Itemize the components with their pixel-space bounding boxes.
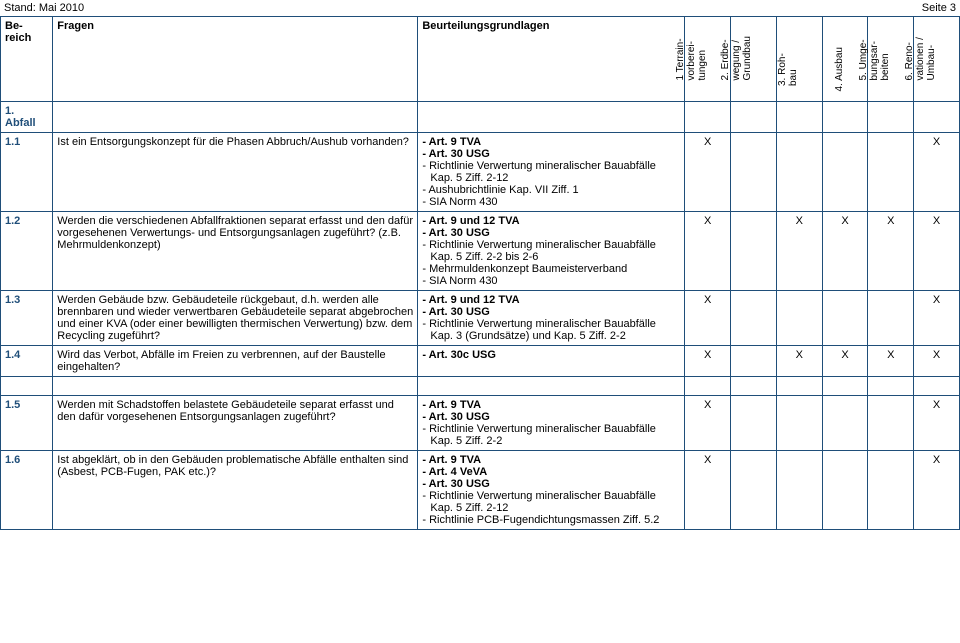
phase-mark: X: [914, 396, 960, 451]
row-frage: Wird das Verbot, Abfälle im Freien zu ve…: [53, 346, 418, 377]
phase-mark: X: [685, 346, 731, 377]
row-basis: - Art. 9 TVA- Art. 30 USG- Richtlinie Ve…: [418, 396, 685, 451]
phase-mark: [868, 451, 914, 530]
section-num: 1.Abfall: [1, 102, 53, 133]
gap-row: [1, 377, 960, 396]
phase-mark: [822, 396, 868, 451]
row-basis: - Art. 9 TVA- Art. 30 USG- Richtlinie Ve…: [418, 133, 685, 212]
table-row: 1.2Werden die verschiedenen Abfallfrakti…: [1, 212, 960, 291]
col-phase-2: 2. Erdbe- wegung / Grundbau: [731, 17, 777, 102]
phase-mark: [868, 396, 914, 451]
phase-mark: [868, 133, 914, 212]
row-basis: - Art. 9 TVA- Art. 4 VeVA- Art. 30 USG- …: [418, 451, 685, 530]
phase-mark: X: [914, 346, 960, 377]
phase-mark: [731, 212, 777, 291]
phase-mark: X: [822, 212, 868, 291]
row-num: 1.6: [1, 451, 53, 530]
phase-mark: [822, 291, 868, 346]
phase-mark: X: [914, 451, 960, 530]
col-phase-3: 3. Roh- bau: [776, 17, 822, 102]
phase-mark: [776, 451, 822, 530]
main-table: Be- reich Fragen Beurteilungsgrundlagen …: [0, 16, 960, 530]
col-beurt: Beurteilungsgrundlagen: [418, 17, 685, 102]
section-row: 1.Abfall: [1, 102, 960, 133]
phase-mark: X: [776, 346, 822, 377]
table-row: 1.1Ist ein Entsorgungskonzept für die Ph…: [1, 133, 960, 212]
col-phase-6: 6. Reno- vationen / Umbau-: [914, 17, 960, 102]
phase-mark: X: [776, 212, 822, 291]
phase-mark: X: [914, 133, 960, 212]
row-basis: - Art. 9 und 12 TVA- Art. 30 USG- Richtl…: [418, 291, 685, 346]
row-frage: Werden Gebäude bzw. Gebäudeteile rückgeb…: [53, 291, 418, 346]
phase-mark: [776, 396, 822, 451]
row-basis: - Art. 30c USG: [418, 346, 685, 377]
phase-mark: [731, 451, 777, 530]
phase-mark: [731, 291, 777, 346]
header-row: Be- reich Fragen Beurteilungsgrundlagen …: [1, 17, 960, 102]
header-left: Stand: Mai 2010: [4, 2, 84, 14]
table-row: 1.3Werden Gebäude bzw. Gebäudeteile rück…: [1, 291, 960, 346]
table-row: 1.6Ist abgeklärt, ob in den Gebäuden pro…: [1, 451, 960, 530]
row-basis: - Art. 9 und 12 TVA- Art. 30 USG- Richtl…: [418, 212, 685, 291]
col-fragen: Fragen: [53, 17, 418, 102]
phase-mark: X: [685, 396, 731, 451]
col-bereich: Be- reich: [1, 17, 53, 102]
row-num: 1.2: [1, 212, 53, 291]
phase-mark: X: [685, 133, 731, 212]
phase-mark: X: [685, 451, 731, 530]
row-num: 1.5: [1, 396, 53, 451]
table-row: 1.4Wird das Verbot, Abfälle im Freien zu…: [1, 346, 960, 377]
phase-mark: X: [868, 212, 914, 291]
phase-mark: [868, 291, 914, 346]
row-frage: Ist ein Entsorgungskonzept für die Phase…: [53, 133, 418, 212]
phase-mark: X: [868, 346, 914, 377]
row-frage: Werden mit Schadstoffen belastete Gebäud…: [53, 396, 418, 451]
phase-mark: X: [822, 346, 868, 377]
phase-mark: [776, 291, 822, 346]
phase-mark: [731, 346, 777, 377]
phase-mark: X: [914, 291, 960, 346]
phase-mark: [822, 451, 868, 530]
phase-mark: X: [685, 212, 731, 291]
phase-mark: [776, 133, 822, 212]
row-frage: Ist abgeklärt, ob in den Gebäuden proble…: [53, 451, 418, 530]
phase-mark: [731, 396, 777, 451]
row-num: 1.4: [1, 346, 53, 377]
row-num: 1.3: [1, 291, 53, 346]
phase-mark: X: [914, 212, 960, 291]
row-frage: Werden die verschiedenen Abfallfraktione…: [53, 212, 418, 291]
phase-mark: [731, 133, 777, 212]
row-num: 1.1: [1, 133, 53, 212]
phase-mark: [822, 133, 868, 212]
phase-mark: X: [685, 291, 731, 346]
table-row: 1.5Werden mit Schadstoffen belastete Geb…: [1, 396, 960, 451]
